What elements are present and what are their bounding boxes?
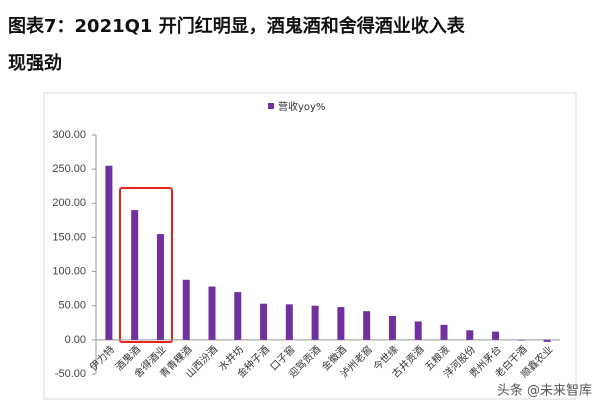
bar xyxy=(285,304,293,340)
bar xyxy=(131,210,139,340)
bar xyxy=(492,331,500,340)
legend-swatch xyxy=(268,103,274,109)
bar xyxy=(234,292,242,340)
bar xyxy=(260,303,268,340)
chart-title: 图表7：2021Q1 开门红明显，酒鬼酒和舍得酒业收入表 xyxy=(8,15,466,37)
bar xyxy=(311,305,319,340)
legend-label: 营收yoy% xyxy=(278,100,325,113)
y-tick-label: 250.00 xyxy=(52,163,86,175)
bar xyxy=(156,234,164,340)
y-tick-label: -50.00 xyxy=(55,368,86,380)
y-tick-label: 150.00 xyxy=(52,231,86,243)
bar xyxy=(414,321,422,340)
bar xyxy=(543,339,551,342)
y-tick-label: 200.00 xyxy=(52,197,86,209)
chart-frame xyxy=(43,92,577,400)
bar xyxy=(182,279,190,340)
bar xyxy=(105,165,113,340)
bar xyxy=(388,315,396,340)
watermark: 头条 @未来智库 xyxy=(497,383,592,399)
x-tick-label: 伊力特 xyxy=(87,343,117,373)
y-tick-label: 100.00 xyxy=(52,265,86,277)
bar xyxy=(440,324,448,340)
chart-title: 现强劲 xyxy=(8,53,62,74)
bar xyxy=(363,311,371,340)
y-tick-label: 50.00 xyxy=(58,300,86,312)
y-tick-label: 300.00 xyxy=(52,129,86,141)
bar xyxy=(337,307,345,340)
bar xyxy=(208,286,216,340)
highlight-box xyxy=(119,187,173,343)
bar xyxy=(517,339,525,341)
y-tick-label: 0.00 xyxy=(65,334,86,346)
bar xyxy=(466,330,474,340)
